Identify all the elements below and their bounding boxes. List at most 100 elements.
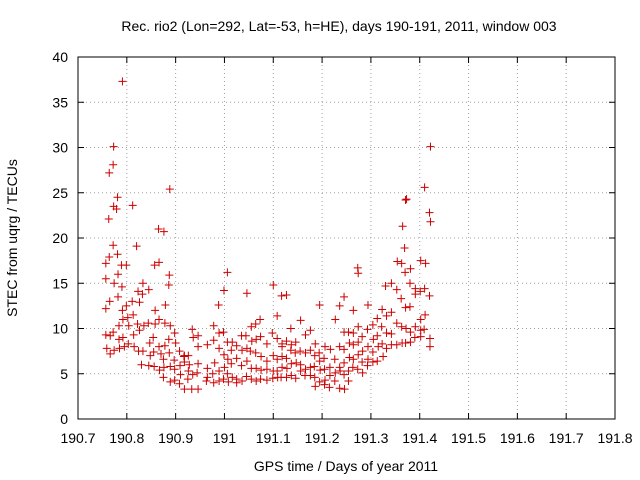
- data-point: [301, 330, 310, 339]
- data-point: [114, 292, 123, 301]
- data-point: [345, 353, 354, 362]
- data-point: [268, 374, 277, 383]
- data-point: [277, 291, 286, 300]
- data-point: [296, 367, 305, 376]
- data-point: [416, 315, 425, 324]
- data-point: [137, 360, 146, 369]
- data-point: [282, 373, 291, 382]
- data-point: [381, 281, 390, 290]
- data-point: [378, 305, 387, 314]
- data-points: [101, 77, 435, 394]
- data-point: [306, 326, 315, 335]
- data-point: [420, 284, 429, 293]
- data-point: [159, 355, 168, 364]
- data-point: [242, 372, 251, 381]
- data-point: [117, 282, 126, 291]
- data-point: [242, 357, 251, 366]
- data-point: [368, 320, 377, 329]
- y-tick-label: 0: [60, 411, 68, 427]
- data-point: [330, 376, 339, 385]
- data-point: [406, 328, 415, 337]
- data-point: [335, 342, 344, 351]
- data-point: [105, 253, 114, 262]
- data-point: [124, 339, 133, 348]
- data-point: [306, 363, 315, 372]
- data-point: [278, 363, 287, 372]
- data-point: [208, 369, 217, 378]
- data-point: [273, 311, 282, 320]
- data-point: [146, 351, 155, 360]
- data-point: [215, 344, 224, 353]
- data-point: [118, 306, 127, 315]
- data-point: [102, 344, 111, 353]
- data-point: [220, 363, 229, 372]
- data-point: [251, 319, 260, 328]
- data-point: [278, 352, 287, 361]
- data-point: [373, 331, 382, 340]
- data-point: [320, 380, 329, 389]
- x-tick-label: 190.9: [158, 430, 193, 446]
- data-point: [310, 351, 319, 360]
- data-point: [171, 338, 180, 347]
- data-point: [273, 334, 282, 343]
- data-point: [306, 371, 315, 380]
- data-point: [104, 214, 113, 223]
- data-point: [155, 258, 164, 267]
- data-point: [151, 319, 160, 328]
- data-point: [170, 356, 179, 365]
- data-point: [316, 366, 325, 375]
- data-point: [105, 297, 114, 306]
- data-point: [105, 168, 114, 177]
- data-point: [401, 303, 410, 312]
- data-point: [247, 375, 256, 384]
- data-point: [135, 326, 144, 335]
- data-point: [340, 292, 349, 301]
- data-point: [301, 348, 310, 357]
- data-point: [325, 363, 334, 372]
- data-point: [203, 340, 212, 349]
- data-point: [402, 324, 411, 333]
- data-point: [278, 342, 287, 351]
- data-point: [405, 302, 414, 311]
- grid-lines: [78, 57, 615, 419]
- data-point: [232, 354, 241, 363]
- x-tick-label: 191: [213, 430, 237, 446]
- data-point: [170, 329, 179, 338]
- data-point: [150, 362, 159, 371]
- data-point: [400, 243, 409, 252]
- data-point: [149, 333, 158, 342]
- data-point: [219, 286, 228, 295]
- data-point: [155, 366, 164, 375]
- data-point: [109, 241, 118, 250]
- data-point: [252, 335, 261, 344]
- y-tick-label: 5: [60, 366, 68, 382]
- x-tick-label: 191.2: [305, 430, 340, 446]
- data-point: [144, 319, 153, 328]
- data-point: [133, 319, 142, 328]
- data-point: [144, 285, 153, 294]
- data-point: [228, 338, 237, 347]
- data-point: [345, 338, 354, 347]
- data-point: [110, 346, 119, 355]
- data-point: [340, 385, 349, 394]
- data-point: [256, 315, 265, 324]
- y-tick-label: 20: [52, 230, 68, 246]
- data-point: [124, 321, 133, 330]
- data-point: [325, 371, 334, 380]
- data-point: [101, 274, 110, 283]
- data-point: [363, 300, 372, 309]
- data-point: [416, 256, 425, 265]
- data-point: [176, 370, 185, 379]
- data-point: [286, 324, 295, 333]
- data-point: [354, 269, 363, 278]
- data-point: [209, 336, 218, 345]
- data-point: [180, 357, 189, 366]
- chart-title: Rec. rio2 (Lon=292, Lat=-53, h=HE), days…: [121, 18, 556, 34]
- data-point: [296, 347, 305, 356]
- data-point: [183, 375, 192, 384]
- data-point: [344, 376, 353, 385]
- data-point: [416, 332, 425, 341]
- x-tick-label: 191.4: [402, 430, 437, 446]
- data-point: [101, 304, 110, 313]
